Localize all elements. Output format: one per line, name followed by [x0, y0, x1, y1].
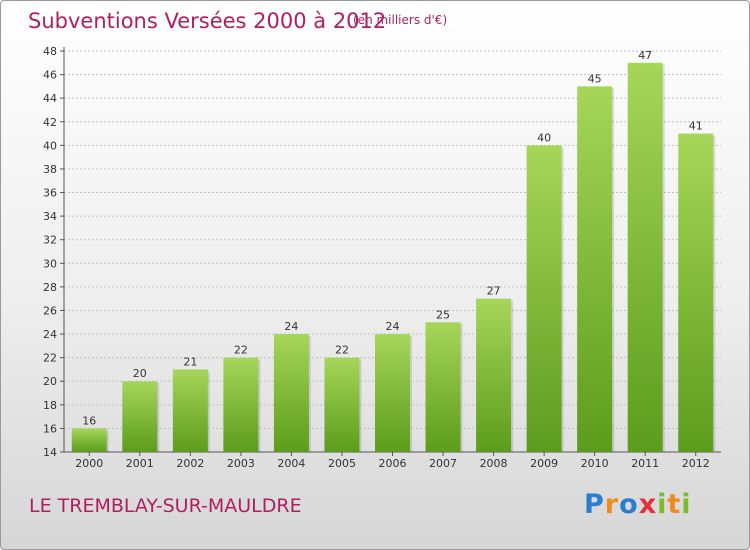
bar-value-label: 47	[638, 49, 652, 62]
y-tick-label: 14	[43, 446, 57, 459]
bar-value-label: 16	[82, 414, 96, 427]
x-tick-label: 2005	[328, 457, 356, 470]
logo-letter: o	[619, 489, 639, 520]
y-tick-label: 32	[43, 234, 57, 247]
bar	[324, 357, 360, 452]
y-tick-label: 46	[43, 69, 57, 82]
x-tick-label: 2008	[480, 457, 508, 470]
bar-value-label: 27	[487, 285, 501, 298]
x-tick-label: 2010	[581, 457, 609, 470]
x-tick-label: 2009	[530, 457, 558, 470]
x-tick-label: 2003	[227, 457, 255, 470]
chart-title: Subventions Versées 2000 à 2012	[28, 9, 387, 33]
x-tick-label: 2002	[176, 457, 204, 470]
chart-subtitle: (en milliers d'€)	[353, 13, 448, 27]
logo-letter: t	[667, 489, 682, 520]
bar-value-label: 45	[588, 72, 602, 85]
y-tick-label: 34	[43, 210, 57, 223]
y-tick-label: 44	[43, 92, 57, 105]
logo-letter: r	[604, 489, 620, 520]
bar	[425, 322, 461, 452]
y-tick-label: 48	[43, 45, 57, 58]
y-tick-label: 40	[43, 139, 57, 152]
bar-value-label: 41	[689, 120, 703, 133]
x-tick-label: 2004	[277, 457, 305, 470]
y-tick-label: 28	[43, 281, 57, 294]
y-tick-label: 20	[43, 375, 57, 388]
logo-letter: P	[584, 489, 605, 520]
bar	[122, 381, 158, 452]
bar-value-label: 25	[436, 308, 450, 321]
bar-value-label: 20	[133, 367, 147, 380]
bar-value-label: 40	[537, 131, 551, 144]
x-tick-label: 2007	[429, 457, 457, 470]
logo-letter: i	[657, 489, 668, 520]
bar	[678, 133, 714, 452]
bar-value-label: 22	[335, 344, 349, 357]
y-tick-label: 38	[43, 163, 57, 176]
commune-name: LE TREMBLAY-SUR-MAULDRE	[29, 495, 302, 517]
x-tick-label: 2000	[75, 457, 103, 470]
x-tick-label: 2006	[379, 457, 407, 470]
bar	[172, 369, 208, 452]
bar	[476, 298, 512, 452]
y-tick-label: 36	[43, 187, 57, 200]
bar	[71, 428, 107, 452]
y-tick-label: 42	[43, 116, 57, 129]
bar	[375, 334, 410, 452]
bar	[577, 86, 613, 452]
y-tick-label: 24	[43, 328, 57, 341]
y-tick-label: 26	[43, 304, 57, 317]
bar-value-label: 21	[183, 355, 197, 368]
y-tick-label: 16	[43, 422, 57, 435]
bar	[526, 145, 562, 452]
bar-value-label: 24	[386, 320, 400, 333]
y-tick-label: 22	[43, 352, 57, 365]
proxiti-logo: Proxiti	[584, 489, 692, 520]
x-tick-label: 2012	[682, 457, 710, 470]
logo-letter: i	[681, 489, 692, 520]
y-tick-label: 30	[43, 257, 57, 270]
bar	[627, 62, 663, 452]
x-tick-label: 2001	[126, 457, 154, 470]
bar-value-label: 24	[284, 320, 298, 333]
logo-letter: x	[638, 489, 658, 520]
bar	[273, 334, 309, 452]
bar	[223, 357, 259, 452]
y-tick-label: 18	[43, 399, 57, 412]
x-tick-label: 2011	[631, 457, 659, 470]
bar-value-label: 22	[234, 344, 248, 357]
